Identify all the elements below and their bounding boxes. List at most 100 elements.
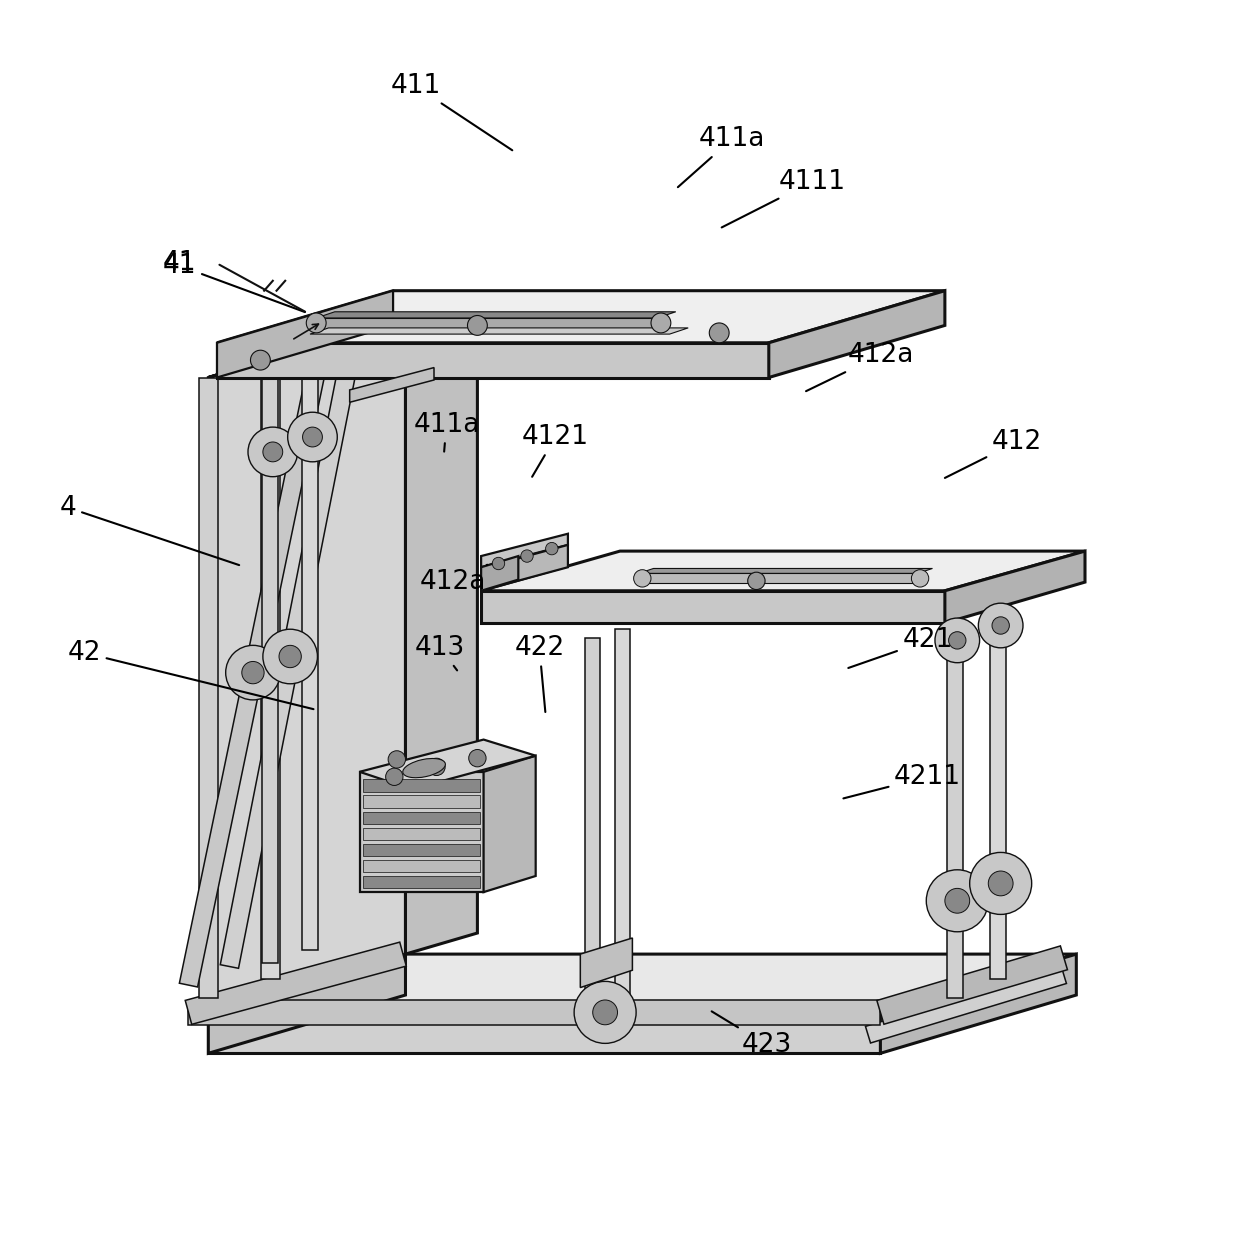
- Text: 4111: 4111: [722, 169, 846, 228]
- Circle shape: [978, 603, 1023, 648]
- Polygon shape: [217, 343, 769, 378]
- Circle shape: [634, 569, 651, 587]
- Polygon shape: [484, 756, 536, 892]
- Polygon shape: [639, 568, 932, 573]
- Polygon shape: [217, 290, 393, 378]
- Polygon shape: [481, 545, 568, 590]
- Circle shape: [949, 632, 966, 649]
- Polygon shape: [185, 942, 407, 1025]
- Circle shape: [574, 981, 636, 1043]
- Polygon shape: [580, 938, 632, 987]
- Circle shape: [988, 871, 1013, 896]
- Polygon shape: [263, 378, 278, 963]
- Text: 413: 413: [415, 634, 465, 671]
- Circle shape: [926, 869, 988, 932]
- Polygon shape: [991, 607, 1007, 978]
- Ellipse shape: [403, 758, 445, 778]
- Circle shape: [945, 888, 970, 913]
- Circle shape: [593, 1000, 618, 1025]
- Text: 412a: 412a: [419, 564, 487, 595]
- Polygon shape: [615, 629, 630, 1020]
- Text: 412: 412: [945, 429, 1042, 478]
- Circle shape: [748, 572, 765, 589]
- Polygon shape: [188, 1000, 880, 1025]
- Polygon shape: [481, 555, 518, 590]
- Text: 41: 41: [162, 253, 305, 311]
- Polygon shape: [585, 638, 600, 1028]
- Circle shape: [288, 413, 337, 462]
- Circle shape: [709, 323, 729, 343]
- Circle shape: [935, 618, 980, 663]
- Text: 4211: 4211: [843, 764, 961, 798]
- Polygon shape: [208, 1012, 880, 1053]
- Polygon shape: [180, 350, 329, 987]
- Polygon shape: [642, 573, 920, 583]
- Circle shape: [386, 768, 403, 786]
- Text: 423: 423: [712, 1011, 791, 1057]
- Text: 412a: 412a: [806, 343, 914, 392]
- Polygon shape: [208, 955, 1076, 1012]
- Polygon shape: [947, 626, 962, 997]
- Circle shape: [911, 569, 929, 587]
- Polygon shape: [360, 772, 484, 892]
- Polygon shape: [360, 739, 536, 789]
- Text: 4121: 4121: [522, 424, 589, 477]
- Polygon shape: [320, 318, 661, 330]
- Text: 411a: 411a: [413, 412, 480, 452]
- Circle shape: [651, 313, 671, 333]
- Text: 4: 4: [60, 494, 239, 565]
- Polygon shape: [221, 337, 362, 968]
- Polygon shape: [769, 290, 945, 378]
- Polygon shape: [208, 955, 405, 1053]
- Polygon shape: [363, 796, 480, 808]
- Text: 411: 411: [391, 73, 512, 150]
- Polygon shape: [363, 843, 480, 856]
- Circle shape: [226, 646, 280, 699]
- Polygon shape: [198, 378, 218, 997]
- Circle shape: [546, 543, 558, 555]
- Polygon shape: [303, 365, 317, 951]
- Circle shape: [250, 350, 270, 370]
- Polygon shape: [880, 955, 1076, 1053]
- Text: 42: 42: [67, 639, 314, 709]
- Polygon shape: [405, 301, 945, 324]
- Polygon shape: [877, 946, 1068, 1025]
- Polygon shape: [350, 368, 434, 403]
- Polygon shape: [310, 328, 688, 334]
- Polygon shape: [363, 812, 480, 824]
- Text: 422: 422: [515, 634, 564, 712]
- Circle shape: [970, 852, 1032, 914]
- Text: 421: 421: [848, 628, 952, 668]
- Circle shape: [248, 427, 298, 477]
- Circle shape: [303, 427, 322, 447]
- Circle shape: [521, 550, 533, 562]
- Circle shape: [492, 557, 505, 569]
- Circle shape: [992, 617, 1009, 634]
- Polygon shape: [481, 552, 1085, 590]
- Polygon shape: [316, 311, 676, 318]
- Circle shape: [263, 629, 317, 684]
- Circle shape: [306, 313, 326, 333]
- Polygon shape: [481, 590, 945, 623]
- Polygon shape: [481, 534, 568, 567]
- Polygon shape: [405, 296, 477, 955]
- Text: 41: 41: [162, 250, 197, 276]
- Polygon shape: [363, 828, 480, 839]
- Circle shape: [388, 751, 405, 768]
- Circle shape: [242, 662, 264, 684]
- Polygon shape: [208, 296, 477, 378]
- Circle shape: [467, 315, 487, 335]
- Circle shape: [263, 442, 283, 462]
- Text: 411a: 411a: [678, 126, 765, 188]
- Polygon shape: [945, 552, 1085, 623]
- Circle shape: [428, 758, 445, 776]
- Polygon shape: [260, 359, 280, 978]
- Circle shape: [469, 749, 486, 767]
- Polygon shape: [363, 876, 480, 888]
- Polygon shape: [866, 967, 1066, 1043]
- Polygon shape: [363, 859, 480, 872]
- Circle shape: [279, 646, 301, 668]
- Polygon shape: [363, 779, 480, 792]
- Polygon shape: [217, 290, 945, 343]
- Polygon shape: [208, 318, 405, 1012]
